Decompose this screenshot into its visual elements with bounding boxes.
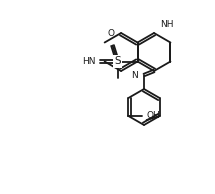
Text: O: O bbox=[107, 29, 114, 38]
Text: OH: OH bbox=[146, 112, 160, 120]
Text: NH: NH bbox=[160, 20, 174, 29]
Text: HN: HN bbox=[82, 57, 95, 66]
Text: N: N bbox=[132, 70, 138, 80]
Text: S: S bbox=[114, 56, 121, 67]
